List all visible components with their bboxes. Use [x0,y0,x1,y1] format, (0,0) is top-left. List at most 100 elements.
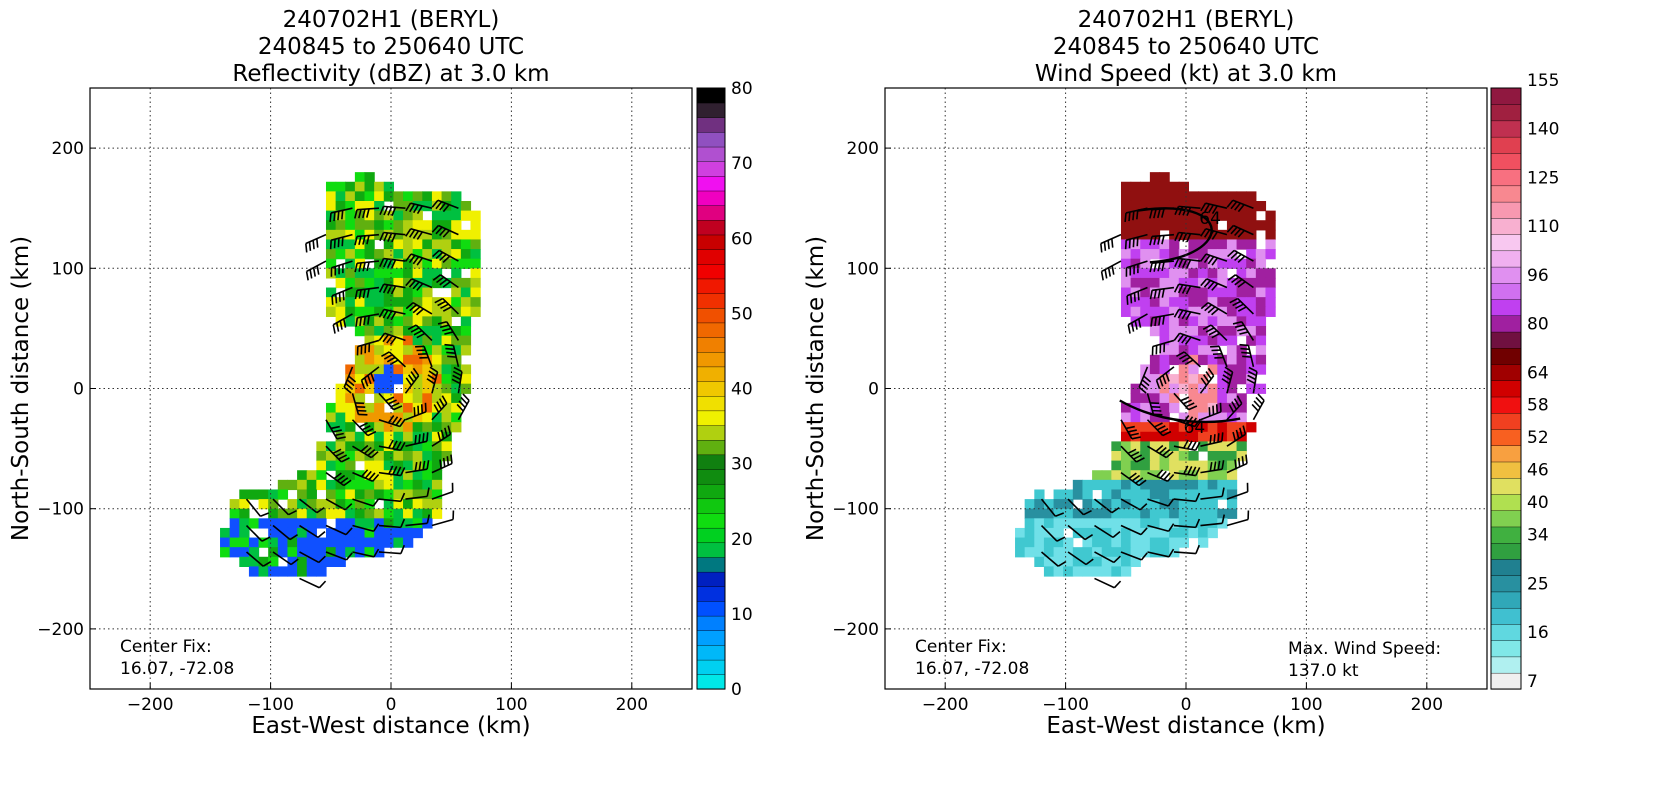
storm-field-cell [345,470,356,481]
storm-field-cell [1169,527,1180,539]
storm-field-cell [364,508,375,519]
storm-field-cell [412,239,423,250]
storm-field-cell [364,268,375,279]
storm-field-cell [1207,527,1218,539]
storm-field-cell [1120,191,1132,202]
wind-barb [1040,524,1058,542]
storm-field-cell [1207,297,1218,308]
colorbar-segment [696,468,726,485]
storm-field-cell [239,499,250,510]
storm-field-cell [1246,229,1257,241]
wind-barb-feathers [379,232,397,243]
storm-field-cell [316,518,327,529]
storm-field-cell [335,297,346,308]
storm-field-cell [393,210,404,221]
storm-field-cell [1111,460,1122,471]
storm-field-cell [1198,325,1209,337]
storm-field-cell [316,460,327,471]
storm-field-cell [1159,258,1170,269]
storm-field-cell [1188,229,1199,241]
storm-field-cell [383,325,395,337]
storm-field-cell [268,527,279,539]
storm-field-cell [1246,374,1257,385]
storm-field-cell [258,537,269,548]
wind-barb-feathers [1200,278,1219,291]
storm-field-cell [374,518,385,529]
storm-field-cell [374,191,385,202]
wind-barb [1173,498,1196,503]
storm-field-cell [297,537,308,548]
storm-field-cell [383,268,395,279]
storm-field-cell [383,374,395,385]
wind-barb-feathers [260,512,270,517]
storm-field-cell [470,249,481,260]
storm-field-cell [1207,441,1218,452]
storm-field-cell [451,374,462,385]
storm-field-cell [1159,479,1170,491]
storm-field-cell [325,537,337,548]
wind-barb-feathers [1084,533,1094,541]
storm-field-cell [374,297,385,308]
storm-field-cell [1169,393,1180,404]
colorbar-segment [696,175,726,192]
storm-field-cell [1130,258,1141,269]
storm-field-cell [239,556,250,567]
storm-field-cell [1053,547,1064,558]
storm-field-cell [1217,479,1228,491]
wind-barb-feathers [426,366,438,385]
storm-field-cell [1169,277,1180,289]
storm-field-cell [1178,412,1190,423]
storm-field-cell [1188,422,1199,433]
storm-field-cell [306,499,317,510]
storm-field-cell [1159,191,1170,202]
storm-field-cell [1043,556,1055,567]
colorbar-segment [1490,347,1522,365]
storm-field-cell [431,249,443,260]
storm-field-cell [1149,431,1161,442]
storm-field-cell [354,537,366,548]
storm-field-cell [1149,354,1161,366]
wind-barb-feathers [373,523,380,532]
wind-barb [299,524,319,539]
storm-field-cell [1159,364,1170,375]
storm-field-cell [239,527,250,539]
storm-field-cell [1217,422,1228,433]
storm-field-cell [1188,508,1199,519]
storm-field-cell [383,470,395,481]
wind-barb [245,524,263,542]
wind-barb [1226,491,1248,500]
storm-field-cell [422,393,433,404]
storm-field-cell [1072,518,1084,529]
storm-field-cell [1236,239,1247,250]
wind-barb-feathers [1150,402,1163,416]
storm-field-cell [412,306,423,317]
x-tick-label: −200 [127,695,174,715]
storm-field-cell [287,547,298,558]
storm-field-cell [403,537,414,548]
storm-field-cell [431,451,443,462]
storm-field-cell [1082,556,1093,567]
storm-field-cell [364,354,375,366]
storm-field-cell [451,277,462,289]
storm-field-cell [325,249,337,260]
storm-field-cell [1265,297,1276,308]
storm-field-cell [1111,537,1122,548]
storm-field-cell [1217,297,1228,308]
storm-field-cell [1169,402,1180,414]
wind-barb-feathers [379,258,397,269]
storm-field-cell [1092,547,1103,558]
storm-field-cell [1188,239,1199,250]
colorbar-segment [696,395,726,412]
x-tick-label: −100 [247,695,294,715]
wind-barb-feathers [1168,523,1175,532]
wind-barb-feathers [1154,422,1172,437]
colorbar-segment [1490,412,1522,430]
storm-field-cell [460,200,472,212]
storm-field-cell [431,325,443,337]
storm-field-cell [335,441,346,452]
storm-field-cell [1178,499,1190,510]
storm-field-cell [364,210,375,221]
storm-field-cell [383,297,395,308]
storm-field-cell [374,460,385,471]
wind-barb-feathers [345,552,353,561]
